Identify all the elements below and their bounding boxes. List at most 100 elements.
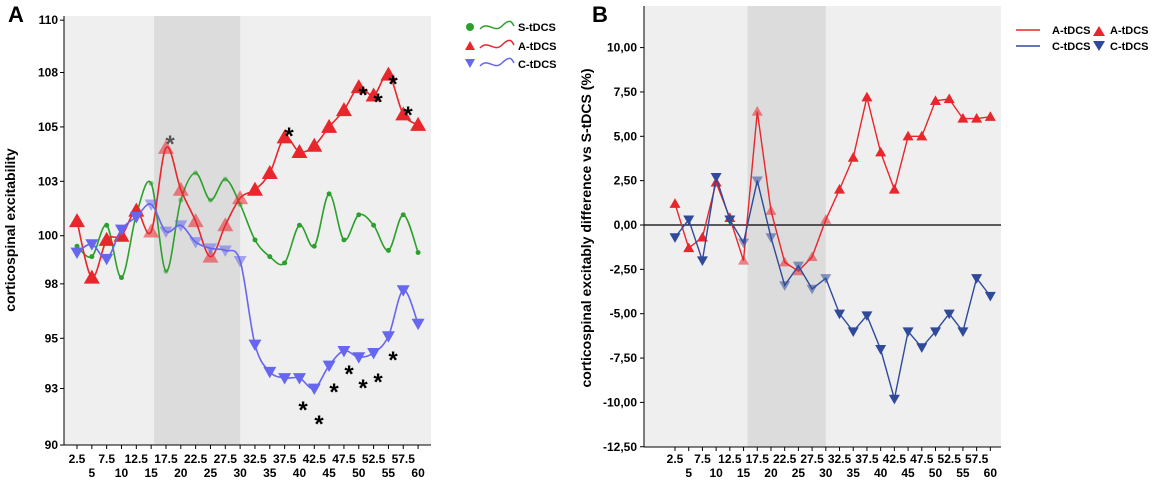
panel-b-label: B xyxy=(592,2,608,27)
data-point-triangle-down-14 xyxy=(861,311,873,321)
data-point-triangle-down-7 xyxy=(765,233,777,243)
data-point-triangle-up-20 xyxy=(943,93,955,104)
data-point-triangle-down-9 xyxy=(203,243,217,255)
legend-marker-triangle-down xyxy=(1093,41,1105,51)
data-point-triangle-up-15 xyxy=(291,144,308,159)
data-point-triangle-down-21 xyxy=(381,331,395,343)
y-tick-label: 0,00 xyxy=(614,218,638,232)
x-tick-label: 57.5 xyxy=(392,452,416,466)
panel-b-y-ticks: 10,00 7,50 5,00 2,50 0,00 -2,50 -5,00 -7… xyxy=(603,41,644,454)
x-tick-label: 32.5 xyxy=(243,452,267,466)
y-tick-label: 95 xyxy=(45,331,59,345)
panel-a-x-ticks-top: 2.5 7.5 12.5 17.5 22.5 27.5 32.5 37.5 42… xyxy=(69,445,416,466)
x-tick-label: 20 xyxy=(174,466,188,480)
x-tick-label: 30 xyxy=(233,466,247,480)
x-tick-label: 17.5 xyxy=(746,452,770,466)
data-point-triangle-down-18 xyxy=(916,343,928,353)
data-point-triangle-down-15 xyxy=(292,373,306,385)
y-tick-label: 98 xyxy=(45,277,59,291)
data-point-triangle-down-23 xyxy=(984,291,996,302)
data-point-triangle-down-14 xyxy=(278,373,292,385)
data-point-triangle-down-3 xyxy=(114,224,128,236)
data-point-circle-17 xyxy=(326,191,332,197)
y-tick-label: 105 xyxy=(38,120,58,134)
legend-line xyxy=(479,20,515,30)
x-tick-label: 50 xyxy=(929,466,943,480)
panel-b-legend: A-tDCS A-tDCS C-tDCS C-tDCS xyxy=(1016,25,1149,53)
x-tick-label: 47.5 xyxy=(910,452,934,466)
x-tick-label: 35 xyxy=(263,466,277,480)
x-tick-label: 40 xyxy=(293,466,307,480)
data-point-triangle-down-10 xyxy=(218,245,232,257)
data-point-circle-0 xyxy=(74,243,80,249)
significance-star: * xyxy=(358,82,368,109)
data-point-triangle-up-22 xyxy=(395,106,412,121)
panel-a-significance: * * * * * * * * * * * * * * * xyxy=(165,71,413,438)
data-point-triangle-down-5 xyxy=(738,238,750,249)
x-tick-label: 17.5 xyxy=(154,452,178,466)
significance-star: * xyxy=(388,71,398,98)
data-point-circle-15 xyxy=(296,222,302,228)
y-tick-label: 108 xyxy=(38,66,58,80)
x-tick-label: 2.5 xyxy=(69,452,86,466)
y-tick-label: -10,00 xyxy=(603,395,637,409)
x-tick-label: 52.5 xyxy=(938,452,962,466)
data-point-triangle-up-18 xyxy=(335,102,352,117)
x-tick-label: 45 xyxy=(322,466,336,480)
x-tick-label: 12.5 xyxy=(718,452,742,466)
legend-marker-triangle-down xyxy=(465,59,475,68)
data-point-triangle-down-22 xyxy=(396,285,410,297)
data-point-triangle-down-8 xyxy=(779,281,791,291)
x-tick-label: 2.5 xyxy=(667,452,684,466)
data-point-circle-19 xyxy=(356,212,362,218)
data-point-triangle-down-6 xyxy=(159,226,173,239)
legend-marker-circle xyxy=(466,23,474,31)
data-point-circle-8 xyxy=(193,170,199,176)
legend-label-anodal: A-tDCS xyxy=(518,41,557,53)
data-point-circle-16 xyxy=(311,243,317,249)
x-tick-label: 10 xyxy=(709,466,723,480)
data-point-triangle-up-7 xyxy=(765,205,777,215)
x-tick-label: 52.5 xyxy=(362,452,386,466)
data-point-triangle-up-8 xyxy=(779,256,791,267)
legend-label-cathodal: C-tDCS xyxy=(518,59,557,71)
panel-b-x-ticks-bottom: 5 10 15 20 25 30 35 40 45 50 55 60 xyxy=(685,447,997,480)
y-tick-label: 110 xyxy=(39,13,59,27)
data-point-triangle-down-8 xyxy=(189,237,203,249)
x-tick-label: 45 xyxy=(901,466,915,480)
significance-star: * xyxy=(165,131,175,158)
data-point-triangle-down-6 xyxy=(751,176,763,187)
data-point-triangle-down-9 xyxy=(792,261,804,272)
data-point-triangle-down-22 xyxy=(971,274,983,284)
significance-star: * xyxy=(358,375,368,402)
x-tick-label: 27.5 xyxy=(800,452,824,466)
data-point-triangle-up-13 xyxy=(261,164,278,179)
data-point-triangle-up-0 xyxy=(669,198,681,208)
data-point-triangle-up-1 xyxy=(683,242,695,253)
data-point-triangle-down-23 xyxy=(411,318,425,331)
y-tick-label: 7,50 xyxy=(614,85,638,99)
data-point-triangle-down-17 xyxy=(322,360,336,372)
panel-a-label: A xyxy=(8,2,24,27)
legend-label-anodal: A-tDCS xyxy=(1052,25,1091,37)
data-point-triangle-up-14 xyxy=(861,91,873,102)
data-point-circle-10 xyxy=(222,176,228,182)
x-tick-label: 5 xyxy=(88,466,95,480)
legend-label-anodal-marker: A-tDCS xyxy=(1110,25,1149,37)
y-tick-label: 103 xyxy=(38,174,58,188)
significance-star: * xyxy=(344,361,354,388)
data-point-triangle-down-16 xyxy=(888,394,900,405)
panel-b-series xyxy=(669,91,996,405)
x-tick-label: 27.5 xyxy=(214,452,238,466)
x-tick-label: 22.5 xyxy=(773,452,797,466)
x-tick-label: 15 xyxy=(144,466,158,480)
data-point-triangle-down-20 xyxy=(943,309,955,320)
y-tick-label: 2,50 xyxy=(614,174,638,188)
data-point-triangle-up-5 xyxy=(143,223,160,238)
data-point-triangle-down-17 xyxy=(902,327,914,337)
data-point-triangle-up-17 xyxy=(902,130,914,141)
data-point-triangle-up-10 xyxy=(217,217,234,232)
data-point-triangle-up-12 xyxy=(834,184,846,194)
data-point-triangle-up-21 xyxy=(957,113,969,123)
